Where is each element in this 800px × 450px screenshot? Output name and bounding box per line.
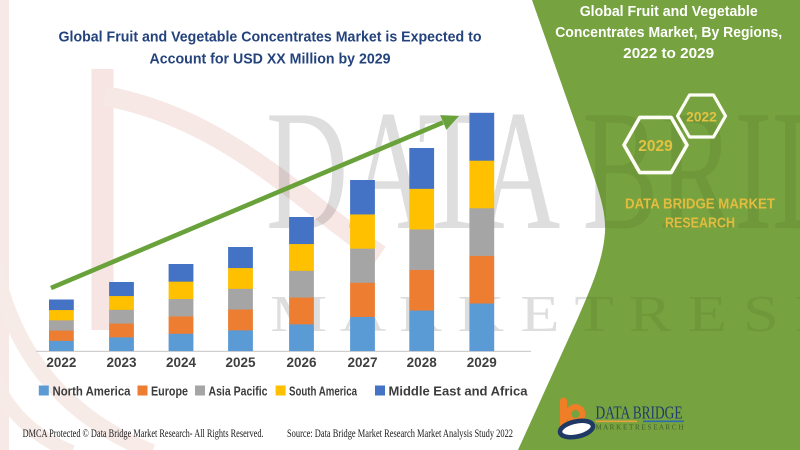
svg-text:2028: 2028 — [407, 355, 438, 370]
svg-text:South America: South America — [289, 385, 358, 399]
svg-text:Global Fruit and Vegetable: Global Fruit and Vegetable — [580, 4, 758, 20]
svg-text:North America: North America — [53, 385, 132, 399]
svg-text:2026: 2026 — [286, 355, 317, 370]
svg-text:2022: 2022 — [686, 109, 717, 124]
svg-text:DATA BRIDGE MARKET: DATA BRIDGE MARKET — [625, 197, 775, 213]
svg-text:M A R K E T R E S E A R C H: M A R K E T R E S E A R C H — [596, 424, 684, 432]
svg-text:2023: 2023 — [106, 355, 137, 370]
svg-text:2029: 2029 — [638, 138, 673, 155]
svg-text:Concentrates Market, By Region: Concentrates Market, By Regions, — [555, 25, 782, 41]
svg-text:2022: 2022 — [46, 355, 76, 370]
svg-text:Account for USD XX Million by: Account for USD XX Million by 2029 — [150, 52, 391, 68]
svg-text:2022 to 2029: 2022 to 2029 — [623, 46, 714, 62]
svg-text:Europe: Europe — [151, 385, 188, 399]
svg-text:Asia Pacific: Asia Pacific — [209, 385, 268, 399]
svg-text:Source: Data Bridge Market Res: Source: Data Bridge Market Research Mark… — [287, 428, 513, 440]
svg-text:DATA BRIDGE: DATA BRIDGE — [596, 403, 683, 423]
svg-text:RESEARCH: RESEARCH — [665, 216, 735, 232]
svg-text:DMCA Protected © Data Bridge M: DMCA Protected © Data Bridge Market Rese… — [23, 428, 264, 440]
svg-text:2029: 2029 — [467, 355, 497, 370]
svg-text:M A R K E T R E S E A R C H: M A R K E T R E S E A R C H — [270, 286, 800, 343]
svg-text:Global Fruit and Vegetable Con: Global Fruit and Vegetable Concentrates … — [59, 30, 482, 46]
svg-text:2024: 2024 — [166, 355, 197, 370]
svg-text:2027: 2027 — [347, 355, 377, 370]
svg-text:2025: 2025 — [225, 355, 256, 370]
svg-text:Middle East and Africa: Middle East and Africa — [389, 385, 529, 399]
